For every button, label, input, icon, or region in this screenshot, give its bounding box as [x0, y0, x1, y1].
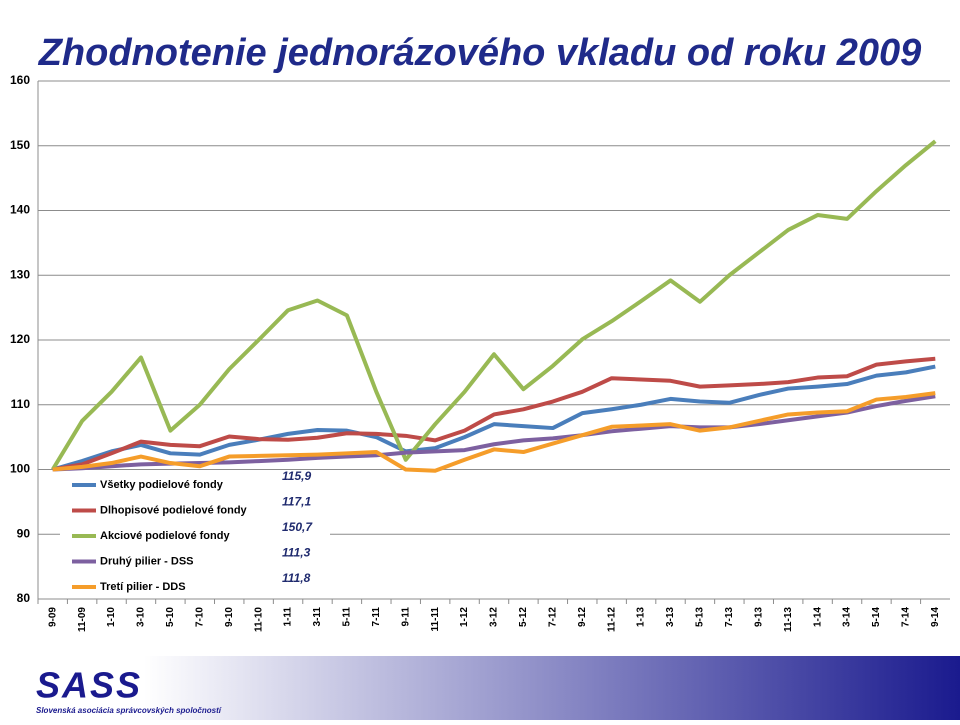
x-tick-label: 3-10 [136, 607, 147, 627]
x-tick-label: 7-12 [547, 607, 558, 627]
x-tick-label: 7-11 [371, 607, 382, 627]
x-tick-label: 5-12 [518, 607, 529, 627]
x-tick-label: 3-11 [312, 607, 323, 627]
y-tick-label: 160 [10, 73, 30, 87]
x-tick-label: 5-13 [695, 607, 706, 627]
end-value: 150,7 [282, 520, 313, 534]
legend-label: Akciové podielové fondy [100, 530, 230, 542]
y-tick-label: 120 [10, 332, 30, 346]
y-tick-label: 130 [10, 267, 30, 281]
x-tick-label: 3-12 [489, 607, 500, 627]
x-tick-label: 1-10 [106, 607, 117, 627]
series-line [52, 356, 936, 472]
end-value: 111,3 [282, 546, 311, 560]
x-tick-label: 11-10 [253, 607, 264, 632]
x-tick-label: 9-11 [400, 607, 411, 627]
y-tick-label: 110 [11, 397, 31, 411]
x-tick-label: 11-13 [783, 607, 794, 632]
x-tick-label: 3-13 [665, 607, 676, 627]
x-tick-label: 1-11 [283, 607, 294, 627]
series-line [52, 364, 936, 472]
x-tick-label: 11-11 [430, 607, 441, 632]
y-tick-label: 80 [17, 591, 31, 605]
x-tick-label: 11-09 [77, 607, 88, 632]
x-tick-label: 1-13 [636, 607, 647, 627]
legend-box [60, 472, 330, 597]
x-tick-label: 7-14 [901, 607, 912, 627]
series-line [52, 394, 936, 472]
x-tick-label: 7-13 [724, 607, 735, 627]
x-tick-label: 7-10 [194, 607, 205, 627]
x-tick-label: 11-12 [606, 607, 617, 632]
legend-label: Tretí pilier - DDS [100, 581, 186, 593]
x-tick-label: 5-14 [871, 607, 882, 627]
x-tick-label: 9-13 [753, 607, 764, 627]
footer-band [0, 656, 960, 720]
logo-caption: Slovenská asociácia správcovských spoloč… [36, 706, 223, 715]
x-tick-label: 5-11 [342, 607, 353, 627]
x-tick-label: 1-12 [459, 607, 470, 627]
x-tick-label: 5-10 [165, 607, 176, 627]
chart-title: Zhodnotenie jednorázového vkladu od roku… [38, 32, 922, 74]
end-value: 117,1 [282, 495, 311, 509]
logo: SASS [36, 665, 142, 706]
x-tick-label: 9-09 [47, 607, 58, 627]
x-tick-label: 3-14 [842, 607, 853, 627]
y-tick-label: 100 [10, 462, 30, 476]
legend-label: Druhý pilier - DSS [100, 555, 194, 567]
x-tick-label: 9-10 [224, 607, 235, 627]
series-line [52, 391, 936, 473]
legend-label: Dlhopisové podielové fondy [100, 504, 248, 516]
end-value: 115,9 [282, 469, 311, 483]
x-tick-label: 9-14 [930, 607, 941, 627]
end-value: 111,8 [282, 571, 311, 585]
y-tick-label: 150 [10, 138, 30, 152]
series-line [50, 139, 937, 471]
x-tick-label: 9-12 [577, 607, 588, 627]
x-tick-label: 1-14 [812, 607, 823, 627]
legend-label: Všetky podielové fondy [100, 479, 224, 491]
y-tick-label: 90 [17, 526, 31, 540]
y-tick-label: 140 [10, 203, 30, 217]
